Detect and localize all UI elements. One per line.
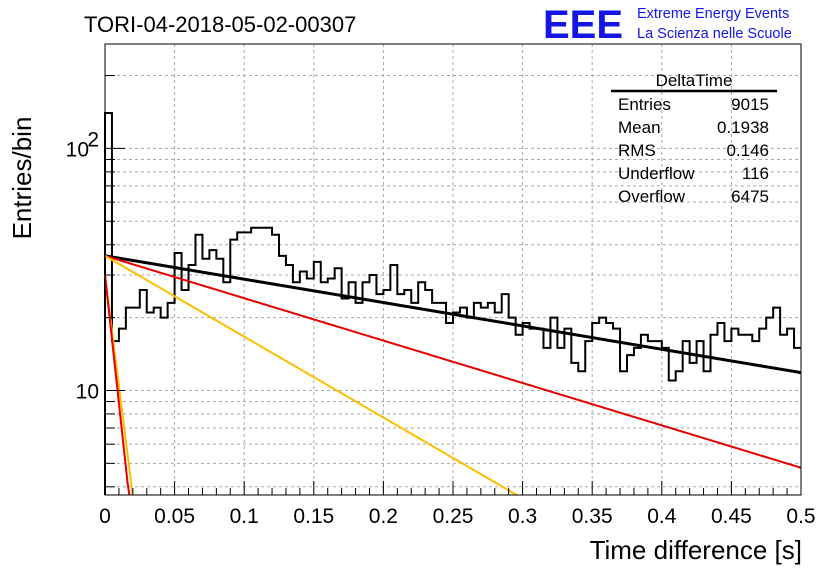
y-axis-title: Entries/bin — [7, 117, 37, 240]
y-tick-label: 10 — [66, 138, 89, 161]
x-tick-label: 0.4 — [647, 505, 677, 528]
x-tick-label: 0 — [99, 505, 111, 528]
stats-label-mean: Mean — [618, 118, 661, 137]
fit-curve-1 — [104, 254, 802, 375]
x-tick-label: 0.35 — [572, 505, 613, 528]
chart-title: TORI-04-2018-05-02-00307 — [84, 12, 356, 37]
x-tick-label: 0.1 — [230, 505, 259, 528]
x-tick-label: 0.45 — [711, 505, 752, 528]
fit-curve-3 — [104, 254, 518, 496]
eee-logo: EEE Extreme Energy Events La Scienza nel… — [543, 3, 792, 47]
x-tick-label: 0.15 — [293, 505, 334, 528]
x-tick-label: 0.3 — [508, 505, 537, 528]
stats-label-underflow: Underflow — [618, 164, 695, 183]
stats-title: DeltaTime — [656, 71, 733, 90]
stats-value-mean: 0.1938 — [717, 118, 769, 137]
stats-box: DeltaTime Entries 9015 Mean 0.1938 RMS 0… — [611, 71, 777, 206]
y-tick-exponent: 2 — [87, 128, 99, 151]
stats-label-overflow: Overflow — [618, 187, 686, 206]
fit-curves — [104, 254, 802, 496]
x-tick-labels: 0 0.05 0.1 0.15 0.2 0.25 0.3 0.35 0.4 0.45 0.5 — [99, 505, 815, 528]
x-tick-label: 0.5 — [786, 505, 815, 528]
stats-value-overflow: 6475 — [731, 187, 769, 206]
stats-value-underflow: 116 — [742, 164, 769, 183]
x-axis-title: Time difference [s] — [590, 535, 802, 565]
histogram — [104, 112, 801, 495]
x-tick-label: 0.2 — [369, 505, 398, 528]
logo-line-1: Extreme Energy Events — [637, 6, 789, 22]
stats-value-rms: 0.146 — [726, 141, 769, 160]
y-tick-label: 10 — [76, 380, 99, 403]
stats-value-entries: 9015 — [731, 95, 769, 114]
fit-curve-5 — [104, 274, 131, 496]
stats-label-rms: RMS — [618, 141, 656, 160]
logo-line-2: La Scienza nelle Scuole — [637, 26, 792, 42]
grid-lines — [105, 44, 801, 495]
stats-label-entries: Entries — [618, 95, 671, 114]
logo-mark: EEE — [543, 3, 623, 47]
x-tick-label: 0.25 — [433, 505, 474, 528]
histogram-step-line — [104, 112, 801, 495]
x-tick-label: 0.05 — [154, 505, 195, 528]
axis-ticks — [104, 75, 802, 495]
fit-curve-2 — [104, 254, 802, 469]
